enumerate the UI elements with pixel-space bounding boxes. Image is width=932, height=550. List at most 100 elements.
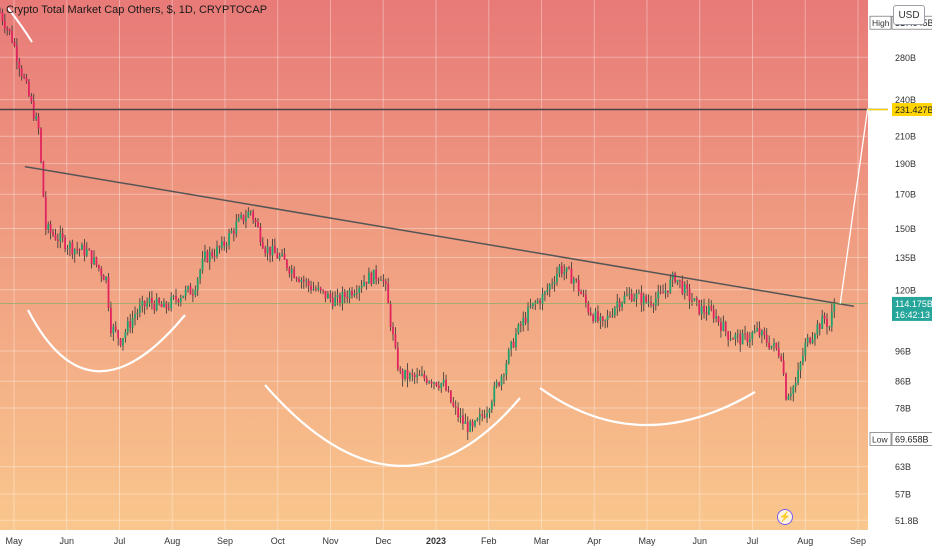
candle-body xyxy=(828,326,831,328)
candle-body xyxy=(724,321,727,332)
candle-body xyxy=(160,303,163,308)
candle-body xyxy=(242,214,245,222)
price-tick-label: 120B xyxy=(895,285,916,295)
candle-body xyxy=(76,248,79,250)
candle-body xyxy=(47,224,50,230)
candle-body xyxy=(695,298,698,300)
candle-body xyxy=(49,224,52,233)
candle-body xyxy=(15,45,18,62)
candle-body xyxy=(148,298,151,303)
chart-title: Crypto Total Market Cap Others, $, 1D, C… xyxy=(6,4,268,16)
candle-body xyxy=(235,221,238,234)
candle-body xyxy=(170,297,173,309)
candle-body xyxy=(452,402,455,407)
candle-body xyxy=(126,321,129,332)
candle-body xyxy=(703,305,705,313)
candle-body xyxy=(355,292,358,294)
candle-body xyxy=(269,246,271,256)
candle-body xyxy=(138,305,141,313)
candle-body xyxy=(293,269,296,278)
candle-body xyxy=(821,315,824,329)
lightning-icon[interactable]: ⚡ xyxy=(777,509,793,525)
candle-body xyxy=(683,284,686,294)
candle-body xyxy=(117,330,120,339)
candle-body xyxy=(642,295,645,305)
candle-body xyxy=(628,293,631,295)
candle-body xyxy=(498,382,500,386)
candle-body xyxy=(503,375,505,377)
candle-body xyxy=(264,248,267,254)
candle-body xyxy=(645,295,648,303)
candle-body xyxy=(370,272,373,284)
candle-body xyxy=(179,297,182,303)
candle-body xyxy=(751,332,754,340)
candle-body xyxy=(394,334,397,348)
candle-body xyxy=(773,343,775,346)
candle-body xyxy=(421,374,423,376)
candle-body xyxy=(81,244,83,250)
candle-body xyxy=(457,407,460,418)
low-tag-box xyxy=(891,432,932,446)
candle-body xyxy=(327,293,329,299)
candle-body xyxy=(312,288,315,291)
target-tag-box xyxy=(892,103,932,117)
candle-body xyxy=(744,333,746,335)
candle-body xyxy=(481,414,484,416)
left-shoulder-arc xyxy=(27,309,186,373)
candle-body xyxy=(727,331,730,340)
price-tick-label: 240B xyxy=(895,95,916,105)
price-tick-label: 150B xyxy=(895,224,916,234)
candle-body xyxy=(529,306,532,308)
candle-body xyxy=(761,330,763,336)
candle-body xyxy=(343,292,346,297)
price-tick-label: 135B xyxy=(895,253,916,263)
candle-body xyxy=(223,241,226,246)
time-tick-label: May xyxy=(638,536,656,546)
candle-body xyxy=(625,294,628,296)
candle-body xyxy=(283,253,286,260)
candle-body xyxy=(240,214,243,218)
time-tick-label: Jul xyxy=(114,536,126,546)
price-tick-label: 190B xyxy=(895,159,916,169)
candle-body xyxy=(756,327,758,331)
candles xyxy=(0,7,836,440)
candle-body xyxy=(64,237,66,250)
candle-body xyxy=(134,314,136,319)
price-tick-label: 57B xyxy=(895,490,911,500)
candle-body xyxy=(167,308,170,310)
price-tick-label: 280B xyxy=(895,53,916,63)
candle-body xyxy=(782,360,785,374)
candle-body xyxy=(585,295,587,304)
candle-body xyxy=(558,266,561,274)
candle-body xyxy=(189,286,192,295)
candle-body xyxy=(493,385,496,403)
right-shoulder-arc xyxy=(539,387,756,427)
time-tick-label: Aug xyxy=(797,536,813,546)
candle-body xyxy=(165,302,168,309)
candle-body xyxy=(194,289,197,295)
candle-body xyxy=(669,279,672,293)
candle-body xyxy=(331,297,334,306)
candle-body xyxy=(392,326,394,335)
candle-body xyxy=(208,251,211,262)
candle-body xyxy=(155,298,158,311)
candle-body xyxy=(794,383,797,387)
candle-body xyxy=(25,77,28,82)
candle-body xyxy=(136,312,139,315)
candle-body xyxy=(281,253,283,256)
candle-body xyxy=(519,324,522,326)
candle-body xyxy=(647,301,650,303)
candle-body xyxy=(401,370,404,379)
currency-button[interactable]: USD xyxy=(893,5,925,25)
candle-body xyxy=(95,257,98,266)
candle-body xyxy=(556,273,558,283)
candle-body xyxy=(324,290,327,299)
candle-body xyxy=(85,249,88,256)
candle-body xyxy=(777,348,780,357)
time-tick-label: Nov xyxy=(322,536,339,546)
candle-body xyxy=(213,256,216,258)
candle-body xyxy=(674,273,677,283)
candle-body xyxy=(565,267,568,272)
